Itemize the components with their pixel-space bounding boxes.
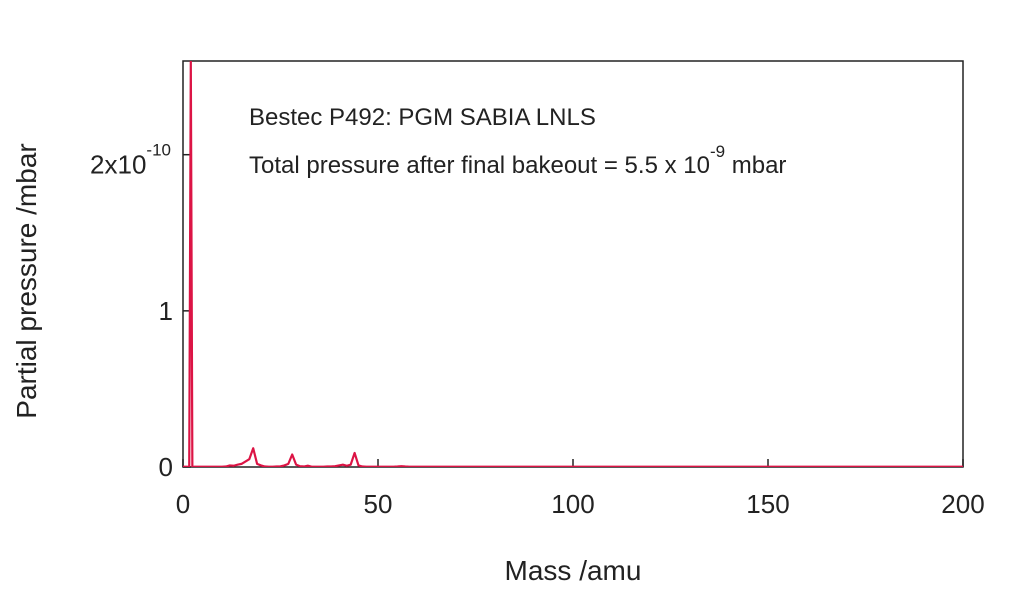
annotation-suffix: mbar xyxy=(725,152,786,179)
annotation: Total pressure after final bakeout = 5.5… xyxy=(249,142,786,179)
x-tick-label: 50 xyxy=(364,489,393,519)
y-tick-label: 1 xyxy=(159,296,173,326)
y-axis-label: Partial pressure /mbar xyxy=(11,143,42,418)
y-tick-label: 0 xyxy=(159,452,173,482)
x-axis-label: Mass /amu xyxy=(505,555,642,586)
y-tick-label-base: 2x10 xyxy=(90,150,146,180)
data-line xyxy=(183,61,963,467)
y-tick-label: 2x10-10 xyxy=(90,141,171,180)
annotation-superscript: -9 xyxy=(710,142,725,161)
x-tick-label: 200 xyxy=(941,489,984,519)
x-tick-label: 0 xyxy=(176,489,190,519)
annotation: Bestec P492: PGM SABIA LNLS xyxy=(249,104,596,131)
annotation-text: Total pressure after final bakeout = 5.5… xyxy=(249,152,710,179)
y-tick-label-superscript: -10 xyxy=(146,141,171,160)
x-tick-label: 150 xyxy=(746,489,789,519)
x-tick-label: 100 xyxy=(551,489,594,519)
